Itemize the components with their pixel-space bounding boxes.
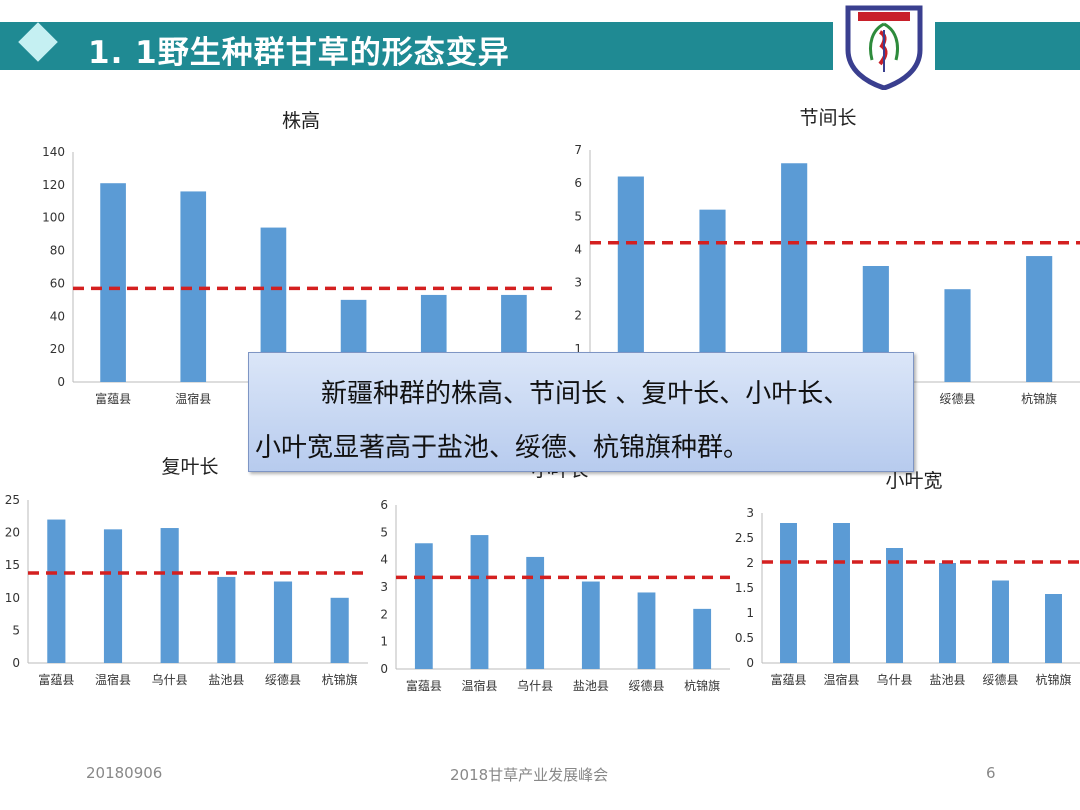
- x-category-label: 温宿县: [461, 678, 497, 693]
- y-tick-label: 60: [50, 276, 65, 290]
- bar: [781, 163, 808, 382]
- y-tick-label: 0: [12, 656, 20, 670]
- y-tick-label: 1: [574, 342, 582, 356]
- callout-line-1: 新疆种群的株高、节间长 、复叶长、小叶长、: [321, 379, 850, 409]
- x-category-label: 温宿县: [823, 672, 859, 687]
- x-category-label: 乌什县: [152, 672, 188, 687]
- y-tick-label: 0: [746, 656, 754, 670]
- x-category-label: 盐池县: [929, 673, 965, 687]
- bar: [330, 597, 349, 663]
- bar: [617, 176, 644, 382]
- chart-title: 小叶宽: [885, 470, 942, 492]
- bar: [944, 289, 971, 382]
- bar: [1045, 594, 1062, 663]
- x-category-label: 温宿县: [95, 672, 131, 687]
- y-tick-label: 2.5: [735, 531, 754, 545]
- bar: [886, 548, 903, 663]
- footer-event: 2018甘草产业发展峰会: [450, 766, 609, 784]
- x-category-label: 富蕴县: [406, 678, 442, 693]
- x-category-label: 富蕴县: [770, 672, 806, 687]
- bar: [693, 608, 712, 669]
- y-tick-label: 0: [380, 662, 388, 676]
- bar: [47, 519, 66, 663]
- bar: [833, 523, 850, 663]
- bar: [526, 556, 545, 669]
- y-tick-label: 5: [380, 525, 388, 539]
- bar: [273, 581, 293, 663]
- x-category-label: 乌什县: [517, 678, 553, 693]
- bar: [103, 529, 123, 663]
- y-tick-label: 2: [574, 309, 582, 323]
- title-bar: [0, 22, 833, 70]
- bar: [581, 581, 600, 669]
- x-category-label: 绥德县: [628, 678, 664, 693]
- y-tick-label: 15: [5, 558, 20, 572]
- y-tick-label: 5: [12, 623, 20, 637]
- bar: [470, 535, 489, 669]
- x-category-label: 富蕴县: [95, 391, 131, 406]
- slide-title: 1. 1野生种群甘草的形态变异: [88, 35, 510, 71]
- bar: [992, 580, 1009, 663]
- x-category-label: 绥德县: [982, 672, 1018, 687]
- chart-title: 株高: [282, 110, 320, 132]
- x-category-label: 绥德县: [939, 391, 975, 406]
- conclusion-callout: 新疆种群的株高、节间长 、复叶长、小叶长、 小叶宽显著高于盐池、绥德、杭锦旗种群…: [248, 352, 914, 472]
- y-tick-label: 140: [42, 145, 65, 159]
- y-tick-label: 20: [5, 526, 20, 540]
- bar: [100, 183, 126, 382]
- title-bar-right: [935, 22, 1080, 70]
- x-category-label: 杭锦旗: [684, 678, 720, 693]
- bar: [637, 592, 656, 669]
- x-category-label: 绥德县: [265, 672, 301, 687]
- bar: [414, 543, 433, 669]
- x-category-label: 杭锦旗: [322, 672, 358, 687]
- y-tick-label: 4: [380, 553, 388, 567]
- y-tick-label: 0: [57, 375, 65, 389]
- y-tick-label: 0.5: [735, 631, 754, 645]
- y-tick-label: 1: [746, 606, 754, 620]
- y-tick-label: 2: [380, 607, 388, 621]
- y-tick-label: 10: [5, 591, 20, 605]
- y-tick-label: 20: [50, 342, 65, 356]
- y-tick-label: 5: [574, 209, 582, 223]
- x-category-label: 杭锦旗: [1035, 672, 1071, 687]
- y-tick-label: 2: [746, 556, 754, 570]
- x-category-label: 温宿县: [175, 391, 211, 406]
- y-tick-label: 120: [42, 178, 65, 192]
- y-tick-label: 3: [746, 506, 754, 520]
- x-category-label: 盐池县: [573, 679, 609, 693]
- bar: [160, 528, 179, 663]
- y-tick-label: 100: [42, 211, 65, 225]
- y-tick-label: 7: [574, 143, 582, 157]
- bar: [217, 576, 236, 663]
- bar: [780, 523, 797, 663]
- y-tick-label: 1: [380, 635, 388, 649]
- x-category-label: 富蕴县: [38, 672, 74, 687]
- footer-page-number: 6: [986, 764, 996, 782]
- callout-line-2: 小叶宽显著高于盐池、绥德、杭锦旗种群。: [255, 433, 750, 463]
- y-tick-label: 25: [5, 493, 20, 507]
- bar: [1026, 256, 1053, 382]
- y-tick-label: 6: [574, 176, 582, 190]
- y-tick-label: 4: [574, 242, 582, 256]
- y-tick-label: 6: [380, 498, 388, 512]
- x-category-label: 盐池县: [208, 673, 244, 687]
- y-tick-label: 3: [574, 276, 582, 290]
- chart-title: 复叶长: [161, 456, 218, 478]
- y-tick-label: 1.5: [735, 581, 754, 595]
- bar: [939, 563, 956, 663]
- footer-date: 20180906: [86, 764, 163, 782]
- y-tick-label: 3: [380, 580, 388, 594]
- y-tick-label: 40: [50, 309, 65, 323]
- y-tick-label: 80: [50, 244, 65, 258]
- chart-title: 节间长: [799, 107, 856, 129]
- x-category-label: 乌什县: [876, 672, 912, 687]
- x-category-label: 杭锦旗: [1021, 391, 1057, 406]
- university-emblem-icon: [845, 5, 923, 90]
